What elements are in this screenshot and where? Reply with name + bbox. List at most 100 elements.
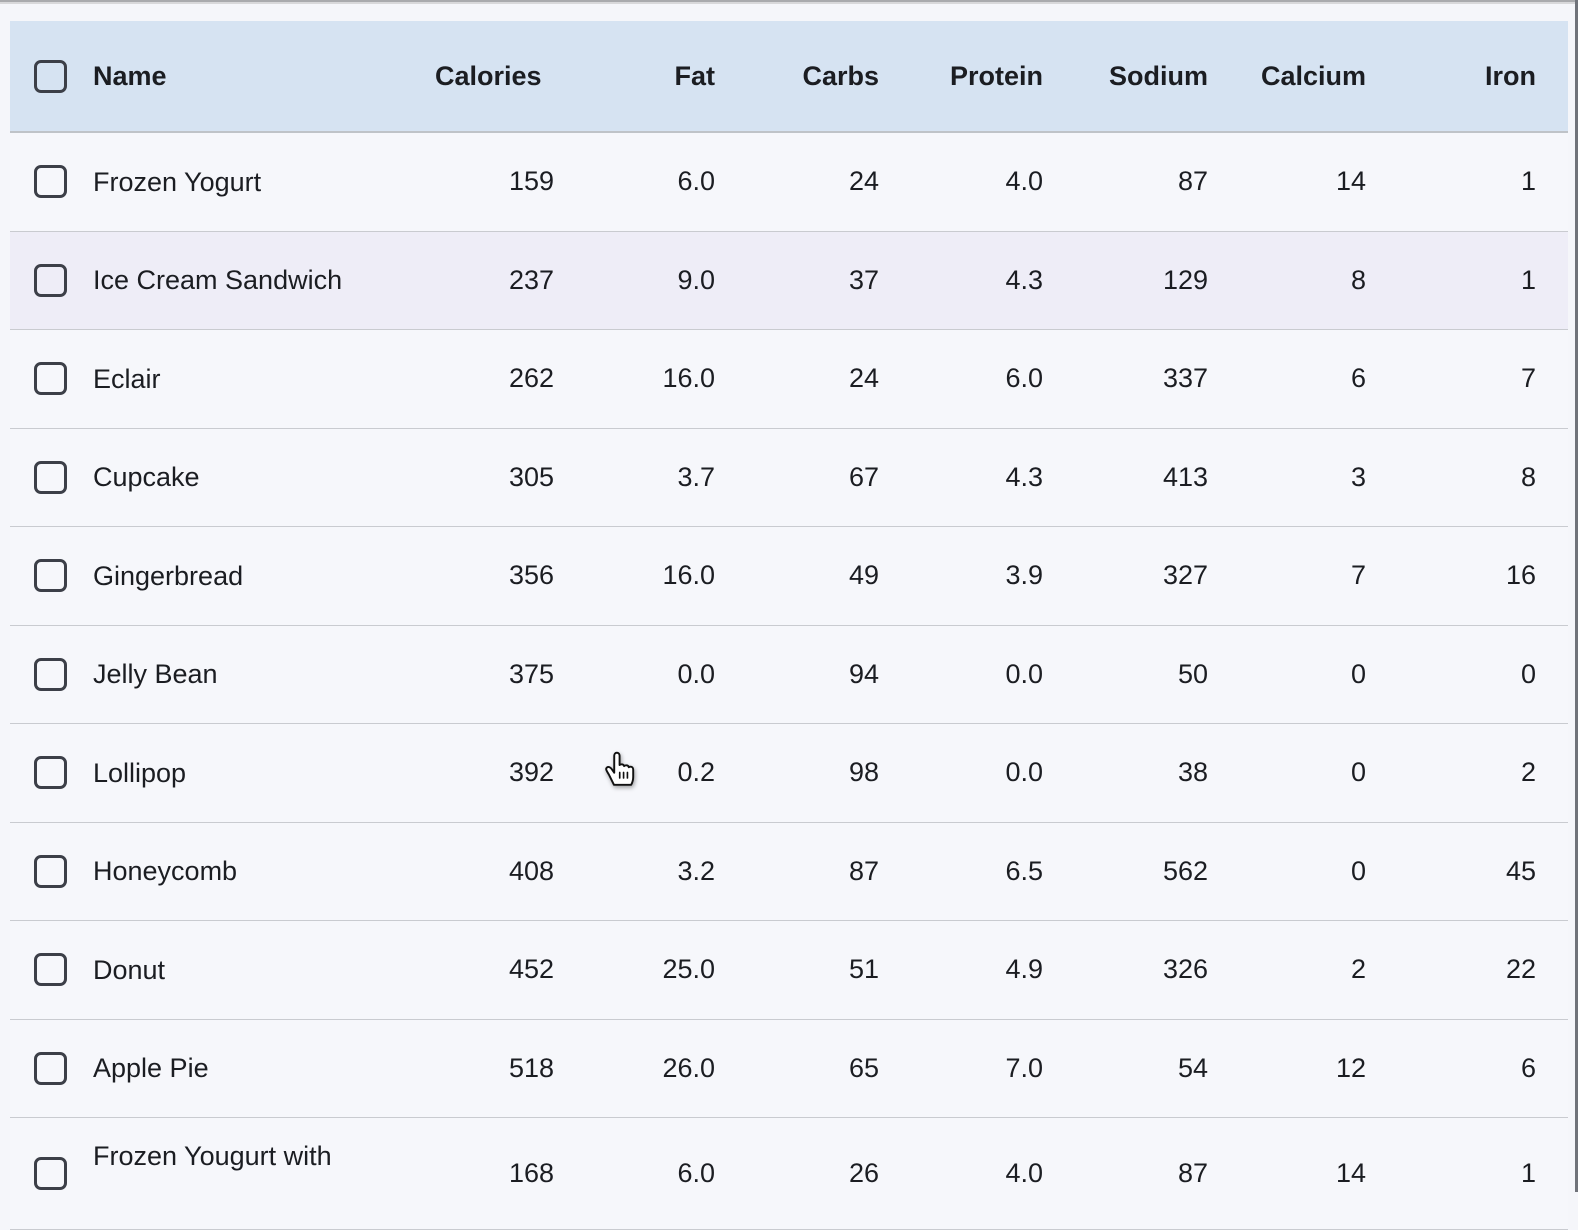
row-checkbox[interactable] bbox=[34, 263, 67, 297]
table-row[interactable]: Cupcake 305 3.7 67 4.3 413 3 8 bbox=[10, 428, 1568, 527]
column-header-name[interactable]: Name bbox=[80, 21, 435, 133]
carbs-cell: 26 bbox=[731, 1117, 895, 1230]
table-row[interactable]: Jelly Bean 375 0.0 94 0.0 50 0 0 bbox=[10, 625, 1568, 724]
calories-cell: 392 bbox=[435, 723, 570, 823]
row-checkbox[interactable] bbox=[34, 756, 67, 790]
carbs-cell: 94 bbox=[731, 625, 895, 724]
iron-cell: 45 bbox=[1382, 822, 1568, 921]
table-row[interactable]: Honeycomb 408 3.2 87 6.5 562 0 45 bbox=[10, 822, 1568, 921]
column-header-carbs[interactable]: Carbs bbox=[731, 21, 895, 133]
calories-cell: 168 bbox=[435, 1117, 570, 1230]
fat-cell: 6.0 bbox=[570, 132, 731, 232]
fat-cell: 16.0 bbox=[570, 329, 731, 429]
dessert-name-cell: Honeycomb bbox=[80, 822, 435, 921]
calcium-cell: 8 bbox=[1224, 231, 1382, 330]
row-checkbox[interactable] bbox=[34, 1156, 67, 1190]
sodium-cell: 562 bbox=[1059, 822, 1224, 921]
row-checkbox[interactable] bbox=[34, 854, 67, 888]
row-checkbox[interactable] bbox=[34, 953, 67, 987]
calories-cell: 356 bbox=[435, 526, 570, 626]
table-row[interactable]: Eclair 262 16.0 24 6.0 337 6 7 bbox=[10, 329, 1568, 429]
table-header: Name Calories Fat Carbs Protein Sodium C… bbox=[10, 21, 1568, 133]
fat-cell: 3.7 bbox=[570, 428, 731, 527]
dessert-name-cell: Frozen Yougurt with bbox=[80, 1117, 435, 1230]
window-top-border bbox=[0, 0, 1578, 5]
table-body: Frozen Yogurt 159 6.0 24 4.0 87 14 1 Ice… bbox=[10, 132, 1568, 1230]
calories-cell: 305 bbox=[435, 428, 570, 527]
column-header-sodium[interactable]: Sodium bbox=[1059, 21, 1224, 133]
dessert-name-cell: Jelly Bean bbox=[80, 625, 435, 724]
fat-cell: 3.2 bbox=[570, 822, 731, 921]
carbs-cell: 24 bbox=[731, 132, 895, 232]
protein-cell: 6.0 bbox=[895, 329, 1059, 429]
protein-cell: 6.5 bbox=[895, 822, 1059, 921]
sodium-cell: 326 bbox=[1059, 920, 1224, 1020]
iron-cell: 22 bbox=[1382, 920, 1568, 1020]
calories-cell: 237 bbox=[435, 231, 570, 330]
protein-cell: 4.0 bbox=[895, 132, 1059, 232]
table-row[interactable]: Frozen Yogurt 159 6.0 24 4.0 87 14 1 bbox=[10, 132, 1568, 232]
table-row[interactable]: Apple Pie 518 26.0 65 7.0 54 12 6 bbox=[10, 1019, 1568, 1118]
protein-cell: 0.0 bbox=[895, 625, 1059, 724]
carbs-cell: 65 bbox=[731, 1019, 895, 1118]
sodium-cell: 50 bbox=[1059, 625, 1224, 724]
nutrition-data-table: Name Calories Fat Carbs Protein Sodium C… bbox=[10, 21, 1568, 1230]
table-row[interactable]: Frozen Yougurt with 168 6.0 26 4.0 87 14… bbox=[10, 1117, 1568, 1230]
dessert-name-cell: Lollipop bbox=[80, 723, 435, 823]
protein-cell: 7.0 bbox=[895, 1019, 1059, 1118]
calories-cell: 159 bbox=[435, 132, 570, 232]
window-right-border bbox=[1575, 0, 1578, 1192]
protein-cell: 4.0 bbox=[895, 1117, 1059, 1230]
carbs-cell: 49 bbox=[731, 526, 895, 626]
row-checkbox[interactable] bbox=[34, 657, 67, 691]
calcium-cell: 3 bbox=[1224, 428, 1382, 527]
column-header-iron[interactable]: Iron bbox=[1382, 21, 1568, 133]
protein-cell: 4.3 bbox=[895, 231, 1059, 330]
row-checkbox[interactable] bbox=[34, 362, 67, 396]
row-checkbox[interactable] bbox=[34, 165, 67, 199]
carbs-cell: 98 bbox=[731, 723, 895, 823]
dessert-name-cell: Apple Pie bbox=[80, 1019, 435, 1118]
sodium-cell: 413 bbox=[1059, 428, 1224, 527]
header-row: Name Calories Fat Carbs Protein Sodium C… bbox=[10, 21, 1568, 133]
iron-cell: 16 bbox=[1382, 526, 1568, 626]
carbs-cell: 87 bbox=[731, 822, 895, 921]
dessert-name-cell: Cupcake bbox=[80, 428, 435, 527]
carbs-cell: 24 bbox=[731, 329, 895, 429]
dessert-name-cell: Donut bbox=[80, 920, 435, 1020]
iron-cell: 0 bbox=[1382, 625, 1568, 724]
iron-cell: 2 bbox=[1382, 723, 1568, 823]
select-all-checkbox[interactable] bbox=[34, 59, 67, 93]
carbs-cell: 67 bbox=[731, 428, 895, 527]
fat-cell: 9.0 bbox=[570, 231, 731, 330]
fat-cell: 26.0 bbox=[570, 1019, 731, 1118]
carbs-cell: 37 bbox=[731, 231, 895, 330]
calcium-cell: 0 bbox=[1224, 625, 1382, 724]
dessert-name-cell: Gingerbread bbox=[80, 526, 435, 626]
calories-cell: 518 bbox=[435, 1019, 570, 1118]
column-header-calories[interactable]: Calories bbox=[435, 21, 570, 133]
table-row[interactable]: Donut 452 25.0 51 4.9 326 2 22 bbox=[10, 920, 1568, 1020]
fat-cell: 16.0 bbox=[570, 526, 731, 626]
column-header-fat[interactable]: Fat bbox=[570, 21, 731, 133]
iron-cell: 1 bbox=[1382, 1117, 1568, 1230]
table-row[interactable]: Ice Cream Sandwich 237 9.0 37 4.3 129 8 … bbox=[10, 231, 1568, 330]
table-row[interactable]: Lollipop 392 0.2 98 0.0 38 0 2 bbox=[10, 723, 1568, 823]
row-checkbox[interactable] bbox=[34, 559, 67, 593]
dessert-name-cell: Ice Cream Sandwich bbox=[80, 231, 435, 330]
fat-cell: 0.2 bbox=[570, 723, 731, 823]
protein-cell: 4.3 bbox=[895, 428, 1059, 527]
column-header-calcium[interactable]: Calcium bbox=[1224, 21, 1382, 133]
table-row[interactable]: Gingerbread 356 16.0 49 3.9 327 7 16 bbox=[10, 526, 1568, 626]
calcium-cell: 12 bbox=[1224, 1019, 1382, 1118]
iron-cell: 8 bbox=[1382, 428, 1568, 527]
column-header-protein[interactable]: Protein bbox=[895, 21, 1059, 133]
calcium-cell: 14 bbox=[1224, 1117, 1382, 1230]
sodium-cell: 337 bbox=[1059, 329, 1224, 429]
sodium-cell: 54 bbox=[1059, 1019, 1224, 1118]
calcium-cell: 2 bbox=[1224, 920, 1382, 1020]
calories-cell: 408 bbox=[435, 822, 570, 921]
row-checkbox[interactable] bbox=[34, 1051, 67, 1085]
row-checkbox[interactable] bbox=[34, 460, 67, 494]
